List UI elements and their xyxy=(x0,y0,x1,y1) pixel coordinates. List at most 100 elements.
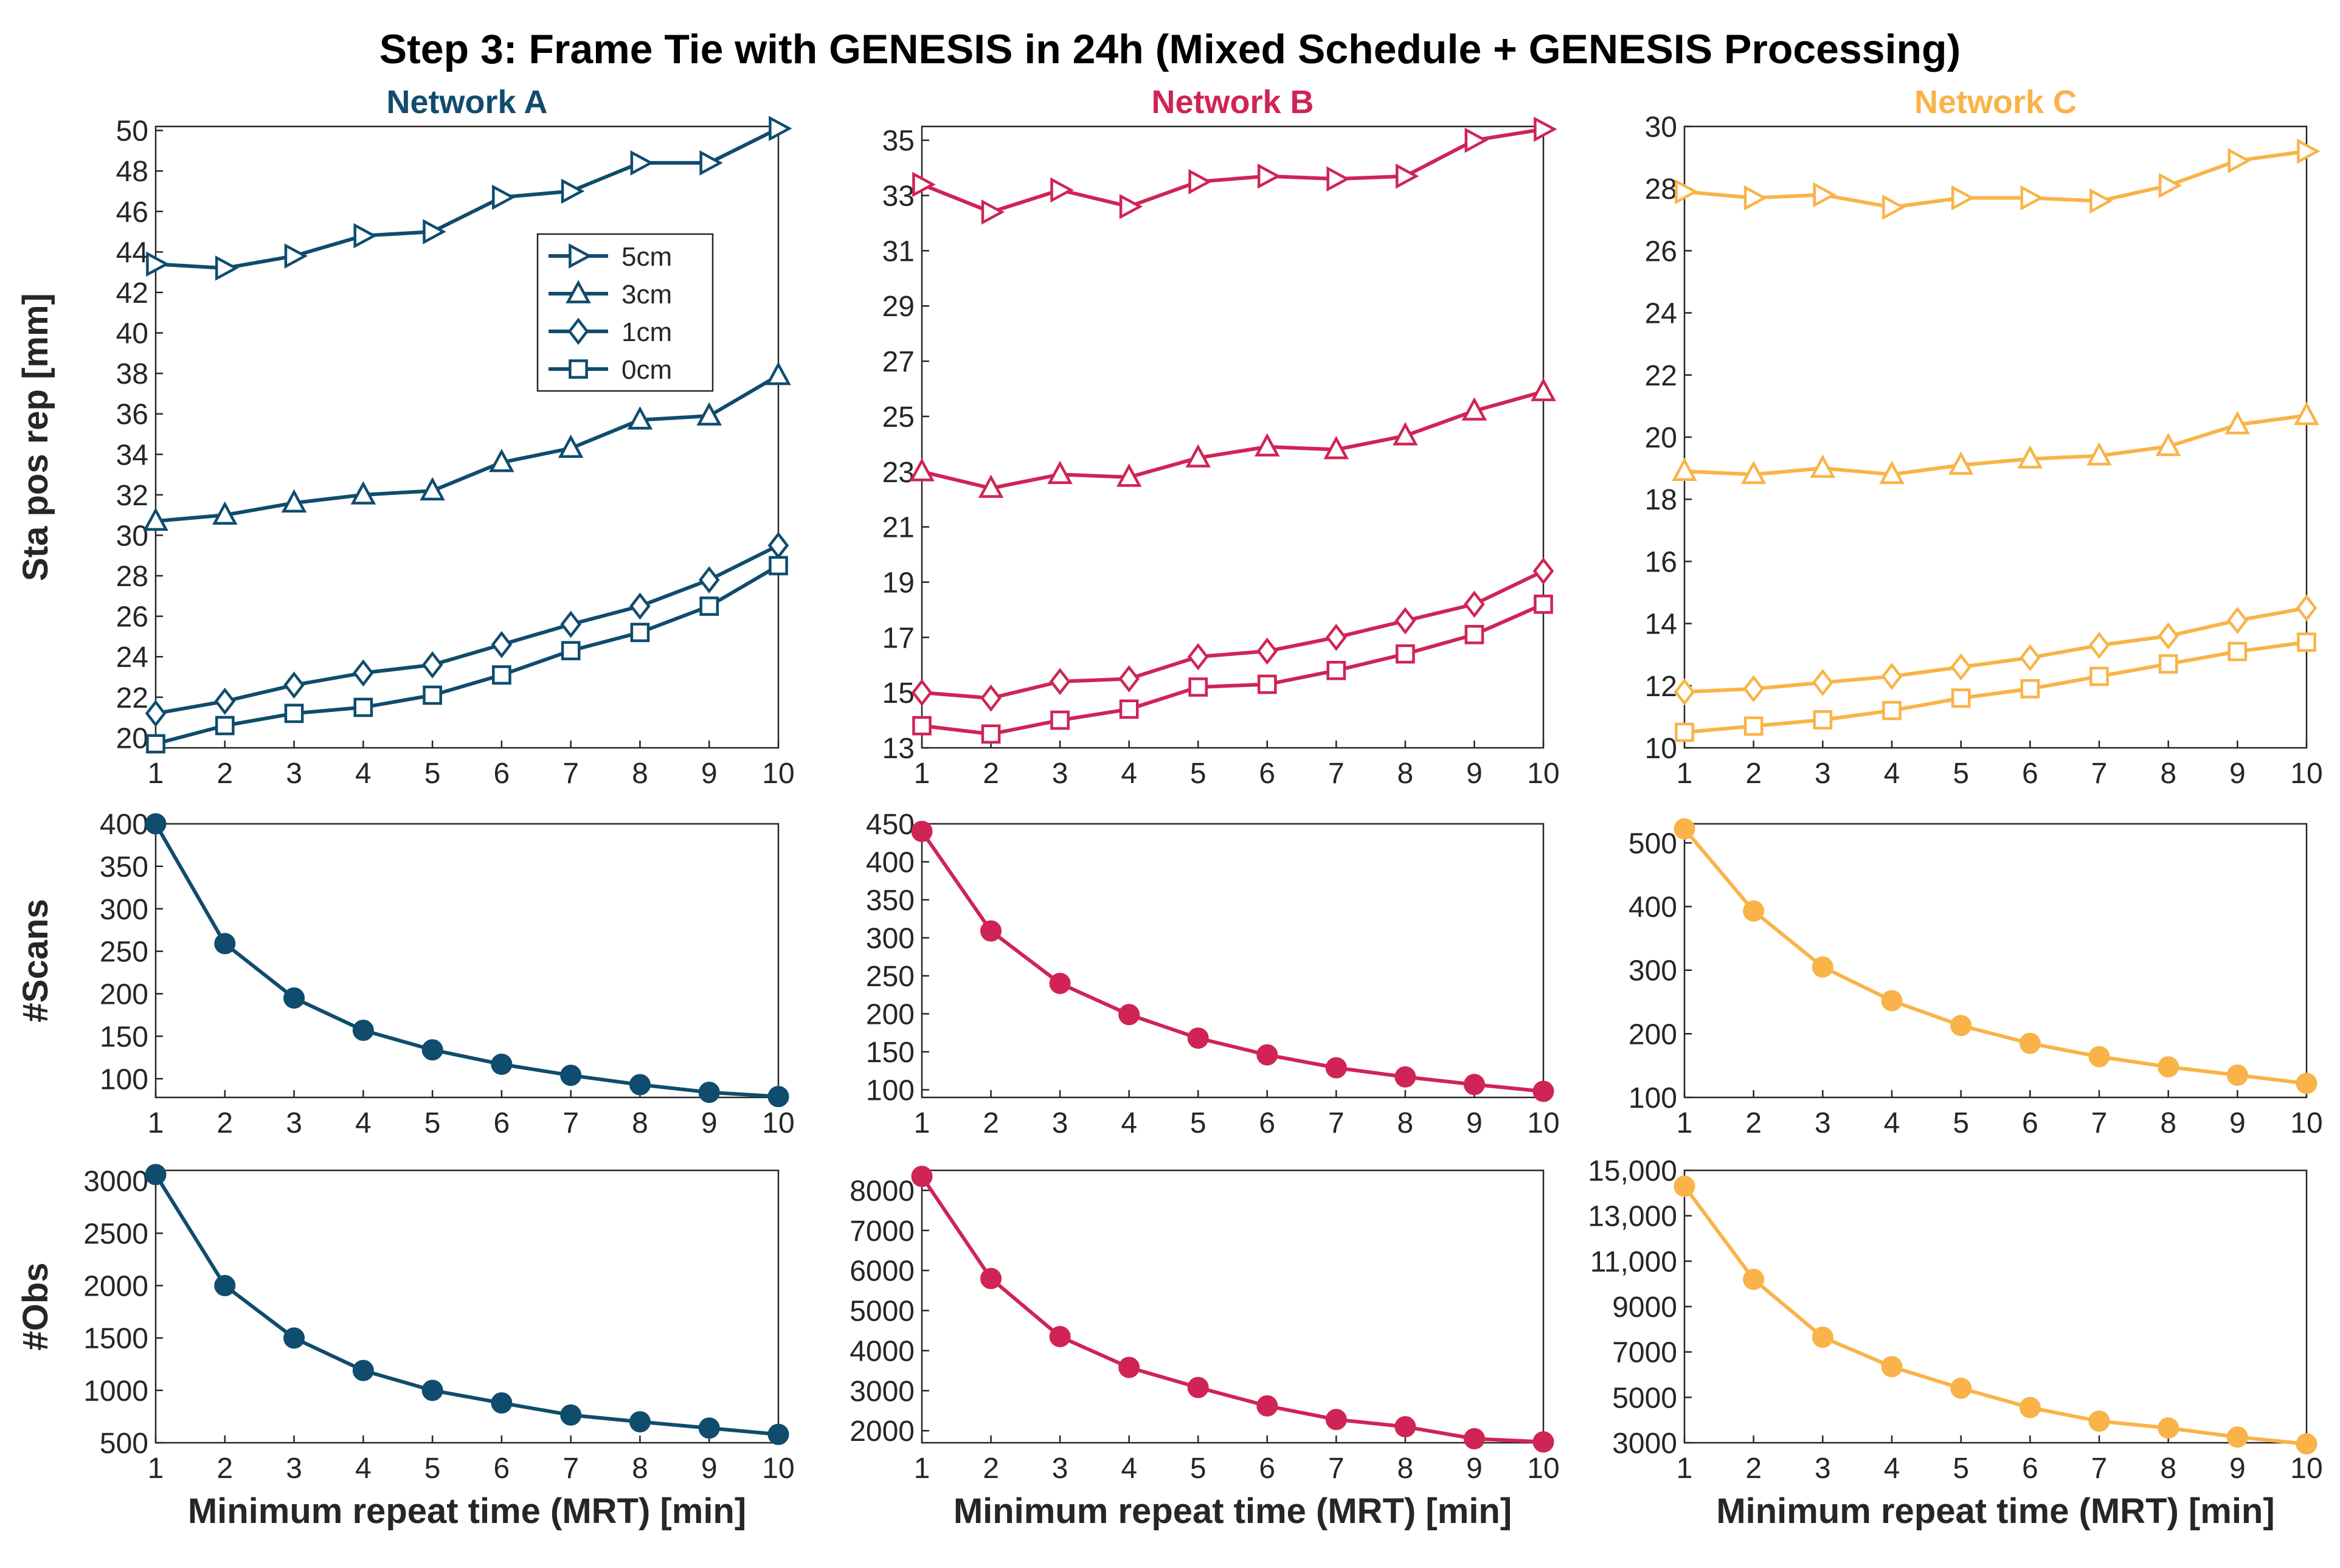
y-tick-label: 44 xyxy=(116,237,148,269)
x-tick-label: 8 xyxy=(1397,1452,1414,1485)
x-tick-label: 4 xyxy=(355,1107,372,1139)
data-point-obs xyxy=(1674,1175,1695,1197)
x-tick-label: 5 xyxy=(424,1107,441,1139)
data-point-obs xyxy=(1256,1395,1278,1417)
y-tick-label: 15 xyxy=(882,677,915,710)
data-point-obs xyxy=(2226,1426,2248,1448)
x-tick-label: 6 xyxy=(494,1452,510,1485)
series-line-3cm xyxy=(921,390,1544,491)
y-tick-label: 15,000 xyxy=(1588,1155,1677,1187)
data-point-1cm xyxy=(1743,675,1764,703)
y-tick-label: 3000 xyxy=(83,1166,148,1198)
data-point-5cm xyxy=(1882,195,1906,220)
y-tick-label: 11,000 xyxy=(1590,1246,1677,1278)
data-point-5cm xyxy=(353,223,377,249)
data-point-1cm xyxy=(1118,665,1140,692)
data-point-3cm xyxy=(1810,454,1836,478)
data-point-0cm xyxy=(2020,679,2040,699)
y-tick-label: 9000 xyxy=(1612,1291,1677,1324)
data-point-0cm xyxy=(1257,674,1277,694)
x-tick-label: 6 xyxy=(2022,758,2038,790)
data-point-0cm xyxy=(1050,710,1070,730)
data-point-1cm xyxy=(214,688,236,715)
y-axis-label: #Scans xyxy=(16,899,55,1022)
data-point-3cm xyxy=(281,489,307,513)
data-point-0cm xyxy=(2297,632,2316,652)
y-tick-label: 19 xyxy=(882,567,915,599)
y-tick-label: 34 xyxy=(116,439,148,471)
x-tick-label: 3 xyxy=(1815,1452,1831,1485)
data-point-3cm xyxy=(558,434,584,458)
x-tick-label: 8 xyxy=(632,1107,648,1139)
y-tick-label: 46 xyxy=(116,196,148,229)
data-point-1cm xyxy=(283,671,305,699)
x-axis-label: Minimum repeat time (MRT) [min] xyxy=(954,1491,1512,1531)
data-point-5cm xyxy=(1188,169,1212,195)
data-point-3cm xyxy=(1948,451,1974,475)
x-tick-label: 3 xyxy=(1052,758,1068,790)
data-point-1cm xyxy=(353,659,374,687)
x-axis-label: Minimum repeat time (MRT) [min] xyxy=(1716,1491,2274,1531)
x-tick-label: 1 xyxy=(148,758,164,790)
y-tick-label: 20 xyxy=(1645,422,1677,454)
data-point-1cm xyxy=(980,684,1002,712)
data-point-3cm xyxy=(1740,460,1767,485)
x-tick-label: 9 xyxy=(1466,1452,1483,1485)
x-tick-label: 1 xyxy=(1677,1452,1693,1485)
data-point-scans xyxy=(767,1086,789,1108)
x-tick-label: 3 xyxy=(286,1107,302,1139)
y-tick-label: 150 xyxy=(100,1021,148,1053)
x-tick-label: 6 xyxy=(1259,1452,1275,1485)
data-point-3cm xyxy=(627,406,653,430)
x-tick-label: 3 xyxy=(1052,1107,1068,1139)
y-tick-label: 2500 xyxy=(83,1218,148,1250)
x-tick-label: 5 xyxy=(424,758,441,790)
x-tick-label: 4 xyxy=(1884,758,1900,790)
data-point-0cm xyxy=(912,716,932,736)
axis-frame xyxy=(1683,1169,2308,1444)
data-point-0cm xyxy=(423,685,442,705)
y-tick-label: 14 xyxy=(1645,609,1677,641)
y-tick-label: 300 xyxy=(866,923,915,955)
x-tick-label: 7 xyxy=(1328,1452,1345,1485)
data-point-scans xyxy=(1674,818,1695,840)
x-tick-label: 9 xyxy=(1466,1107,1483,1139)
series-line-5cm xyxy=(921,127,1544,214)
x-tick-label: 2 xyxy=(216,1452,233,1485)
data-point-3cm xyxy=(696,402,722,426)
data-point-0cm xyxy=(1396,644,1415,664)
data-point-5cm xyxy=(2158,173,2182,198)
data-point-scans xyxy=(1812,956,1833,978)
series-line-1cm xyxy=(1684,606,2307,694)
obs-panel-network-a: 1 2 3 4 5 6 7 8 9 10 500 1000 1500 2000 2500 3000 #Obs Mi… xyxy=(16,1164,795,1531)
data-point-0cm xyxy=(492,665,511,685)
y-tick-label: 8000 xyxy=(850,1175,915,1207)
x-tick-label: 5 xyxy=(1953,1452,1969,1485)
data-point-obs xyxy=(1325,1409,1347,1431)
data-point-obs xyxy=(2296,1433,2318,1455)
data-point-3cm xyxy=(1531,378,1556,401)
x-tick-label: 10 xyxy=(2290,1452,2322,1485)
y-tick-label: 100 xyxy=(866,1075,915,1107)
y-tick-label: 23 xyxy=(882,457,915,489)
data-point-3cm xyxy=(1461,397,1487,421)
data-point-scans xyxy=(2088,1046,2110,1068)
data-point-3cm xyxy=(909,458,935,482)
data-point-0cm xyxy=(981,724,1001,744)
y-tick-label: 13,000 xyxy=(1588,1201,1677,1233)
x-tick-label: 8 xyxy=(2160,758,2176,790)
data-point-3cm xyxy=(1047,460,1073,485)
data-point-5cm xyxy=(215,255,239,281)
legend-swatch-marker xyxy=(569,359,588,379)
y-tick-label: 22 xyxy=(116,682,148,714)
y-tick-label: 500 xyxy=(1629,827,1677,860)
data-point-0cm xyxy=(561,641,581,661)
y-tick-label: 27 xyxy=(882,346,915,378)
y-tick-label: 6000 xyxy=(850,1255,915,1288)
y-tick-label: 32 xyxy=(116,480,148,512)
x-tick-label: 8 xyxy=(632,1452,648,1485)
x-tick-label: 9 xyxy=(2229,758,2246,790)
x-tick-label: 6 xyxy=(494,758,510,790)
legend-swatch-marker xyxy=(566,280,591,303)
y-tick-label: 1000 xyxy=(83,1375,148,1407)
